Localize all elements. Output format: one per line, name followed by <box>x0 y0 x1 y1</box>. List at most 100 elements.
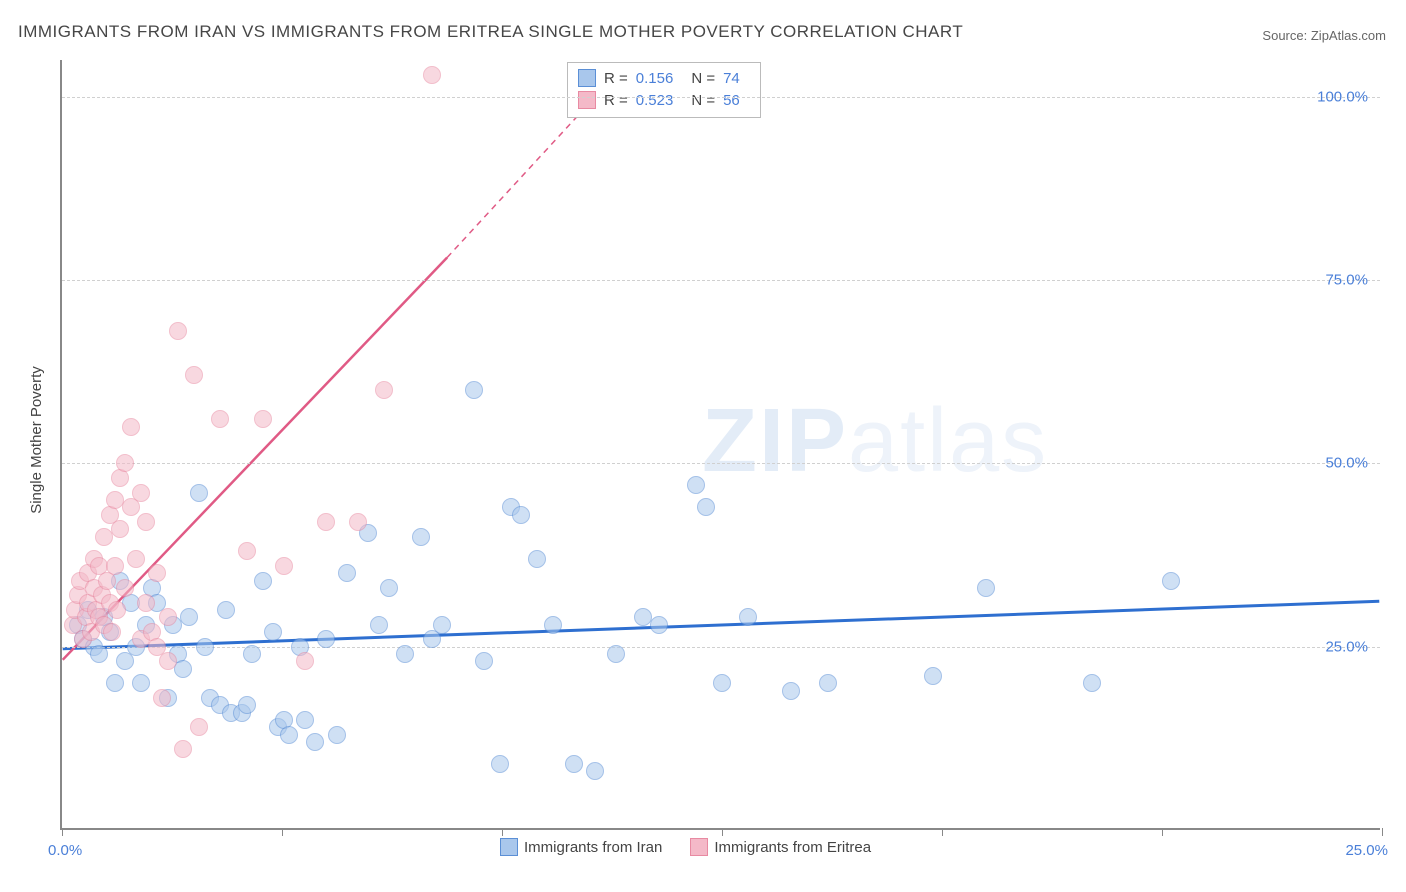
scatter-point <box>159 608 177 626</box>
trend-lines-svg <box>62 60 1380 828</box>
source-value: ZipAtlas.com <box>1311 28 1386 43</box>
r-label: R = <box>604 92 628 109</box>
scatter-point <box>174 740 192 758</box>
scatter-point <box>275 557 293 575</box>
scatter-point <box>238 696 256 714</box>
scatter-point <box>306 733 324 751</box>
scatter-point <box>512 506 530 524</box>
n-value: 56 <box>723 92 740 109</box>
scatter-point <box>924 667 942 685</box>
scatter-point <box>254 572 272 590</box>
scatter-point <box>782 682 800 700</box>
y-axis-label: Single Mother Poverty <box>28 366 45 514</box>
y-tick-label: 75.0% <box>1325 272 1368 289</box>
scatter-point <box>190 484 208 502</box>
scatter-point <box>116 454 134 472</box>
stats-row: R =0.156N =74 <box>578 67 750 89</box>
scatter-point <box>1083 674 1101 692</box>
n-value: 74 <box>723 70 740 87</box>
scatter-point <box>739 608 757 626</box>
x-tick <box>1162 828 1163 836</box>
scatter-point <box>565 755 583 773</box>
scatter-point <box>127 550 145 568</box>
x-axis-origin-label: 0.0% <box>48 842 82 859</box>
scatter-point <box>328 726 346 744</box>
scatter-point <box>412 528 430 546</box>
x-axis-max-label: 25.0% <box>1345 842 1388 859</box>
scatter-point <box>296 711 314 729</box>
scatter-point <box>317 630 335 648</box>
scatter-point <box>586 762 604 780</box>
scatter-point <box>174 660 192 678</box>
scatter-point <box>137 594 155 612</box>
gridline <box>62 97 1380 98</box>
scatter-point <box>1162 572 1180 590</box>
gridline <box>62 647 1380 648</box>
legend-item: Immigrants from Eritrea <box>690 838 871 856</box>
scatter-point <box>280 726 298 744</box>
scatter-point <box>528 550 546 568</box>
scatter-point <box>153 689 171 707</box>
scatter-point <box>254 410 272 428</box>
scatter-point <box>349 513 367 531</box>
scatter-point <box>423 66 441 84</box>
correlation-stats-box: R =0.156N =74R =0.523N =56 <box>567 62 761 118</box>
scatter-point <box>106 557 124 575</box>
scatter-point <box>217 601 235 619</box>
scatter-point <box>185 366 203 384</box>
y-tick-label: 25.0% <box>1325 638 1368 655</box>
scatter-point <box>148 564 166 582</box>
scatter-point <box>375 381 393 399</box>
scatter-point <box>317 513 335 531</box>
x-tick <box>942 828 943 836</box>
chart-title: IMMIGRANTS FROM IRAN VS IMMIGRANTS FROM … <box>18 22 963 42</box>
scatter-point <box>491 755 509 773</box>
r-value: 0.523 <box>636 92 674 109</box>
stats-row: R =0.523N =56 <box>578 89 750 111</box>
r-value: 0.156 <box>636 70 674 87</box>
scatter-point <box>433 616 451 634</box>
scatter-point <box>475 652 493 670</box>
watermark-atlas: atlas <box>848 391 1048 491</box>
scatter-point <box>380 579 398 597</box>
legend-swatch <box>578 69 596 87</box>
trend-line <box>63 601 1380 649</box>
x-tick <box>502 828 503 836</box>
scatter-point <box>190 718 208 736</box>
gridline <box>62 280 1380 281</box>
bottom-legend: Immigrants from Iran Immigrants from Erit… <box>500 838 871 856</box>
legend-item: Immigrants from Iran <box>500 838 662 856</box>
scatter-point <box>90 645 108 663</box>
scatter-point <box>196 638 214 656</box>
scatter-point <box>607 645 625 663</box>
legend-swatch <box>690 838 708 856</box>
x-tick <box>62 828 63 836</box>
x-tick <box>1382 828 1383 836</box>
n-label: N = <box>691 70 715 87</box>
gridline <box>62 463 1380 464</box>
scatter-point <box>697 498 715 516</box>
scatter-point <box>264 623 282 641</box>
legend-label: Immigrants from Eritrea <box>714 839 871 856</box>
scatter-point <box>169 322 187 340</box>
plot-area: ZIPatlas R =0.156N =74R =0.523N =56 25.0… <box>60 60 1380 830</box>
scatter-point <box>111 520 129 538</box>
scatter-point <box>106 674 124 692</box>
scatter-point <box>396 645 414 663</box>
scatter-point <box>122 418 140 436</box>
scatter-point <box>465 381 483 399</box>
source-attribution: Source: ZipAtlas.com <box>1262 28 1386 43</box>
scatter-point <box>370 616 388 634</box>
watermark-zip: ZIP <box>702 391 848 491</box>
legend-label: Immigrants from Iran <box>524 839 662 856</box>
scatter-point <box>116 579 134 597</box>
scatter-point <box>713 674 731 692</box>
scatter-point <box>243 645 261 663</box>
y-tick-label: 100.0% <box>1317 88 1368 105</box>
watermark: ZIPatlas <box>702 390 1048 493</box>
scatter-point <box>103 623 121 641</box>
legend-swatch <box>500 838 518 856</box>
scatter-point <box>296 652 314 670</box>
scatter-point <box>132 674 150 692</box>
scatter-point <box>211 410 229 428</box>
